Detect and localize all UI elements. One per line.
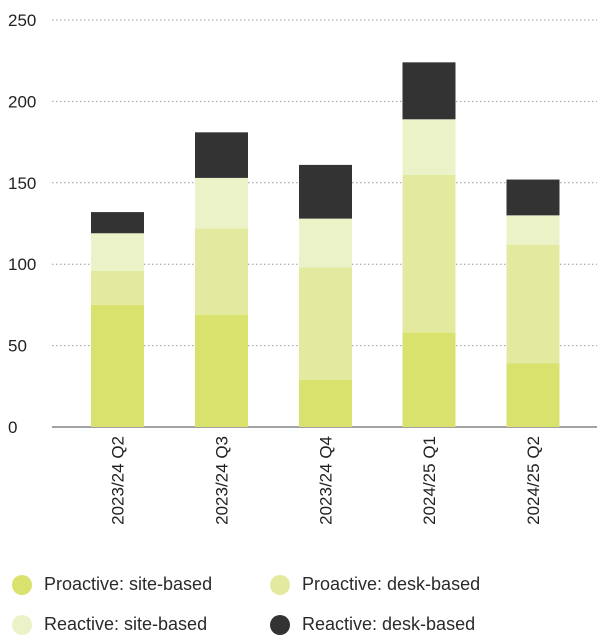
bar-segment bbox=[402, 332, 456, 427]
x-axis-categories: 2023/24 Q2 2023/24 Q3 2023/24 Q4 2024/25 Q1… bbox=[109, 436, 544, 525]
bar-segment bbox=[506, 179, 560, 216]
bar-segment bbox=[195, 314, 248, 427]
bar-segment bbox=[195, 132, 248, 178]
x-category-label: 2023/24 Q3 bbox=[213, 436, 232, 525]
bar-segment bbox=[91, 304, 144, 427]
x-category-label: 2024/25 Q1 bbox=[420, 436, 439, 525]
legend-swatch bbox=[12, 614, 32, 635]
bars bbox=[91, 62, 560, 427]
bar-segment bbox=[195, 228, 248, 315]
y-tick-label: 150 bbox=[8, 174, 36, 193]
bar-segment bbox=[506, 215, 560, 245]
legend-item-reactive-desk: Reactive: desk-based bbox=[270, 614, 475, 635]
legend-item-proactive-site: Proactive: site-based bbox=[12, 574, 212, 595]
bar-segment bbox=[402, 119, 456, 175]
bar-segment bbox=[299, 267, 352, 380]
y-tick-label: 50 bbox=[8, 337, 27, 356]
legend-label: Proactive: site-based bbox=[44, 574, 213, 594]
bar-segment bbox=[299, 164, 352, 219]
legend-item-reactive-site: Reactive: site-based bbox=[12, 614, 207, 635]
bar-segment bbox=[91, 212, 144, 234]
y-tick-label: 200 bbox=[8, 92, 36, 111]
legend-swatch bbox=[270, 574, 290, 595]
bar-segment bbox=[299, 218, 352, 268]
y-axis-ticks: 0 50 100 150 200 250 bbox=[8, 11, 36, 437]
bar-segment bbox=[299, 379, 352, 427]
x-category-label: 2024/25 Q2 bbox=[524, 436, 543, 525]
bar-segment bbox=[195, 177, 248, 229]
legend-label: Reactive: desk-based bbox=[302, 614, 476, 634]
legend-swatch bbox=[12, 574, 32, 595]
bar-segment bbox=[506, 244, 560, 364]
legend-label: Proactive: desk-based bbox=[302, 574, 481, 594]
bar-segment bbox=[91, 270, 144, 305]
y-tick-label: 100 bbox=[8, 255, 36, 274]
bar-segment bbox=[402, 174, 456, 333]
legend-label: Reactive: site-based bbox=[44, 614, 208, 634]
y-tick-label: 250 bbox=[8, 11, 36, 30]
legend-item-proactive-desk: Proactive: desk-based bbox=[270, 574, 480, 595]
bar-segment bbox=[91, 233, 144, 271]
y-tick-label: 0 bbox=[8, 418, 17, 437]
legend-swatch bbox=[270, 614, 290, 635]
x-category-label: 2023/24 Q2 bbox=[109, 436, 128, 525]
bar-segment bbox=[506, 363, 560, 427]
bar-segment bbox=[402, 62, 456, 120]
x-category-label: 2023/24 Q4 bbox=[317, 436, 336, 525]
